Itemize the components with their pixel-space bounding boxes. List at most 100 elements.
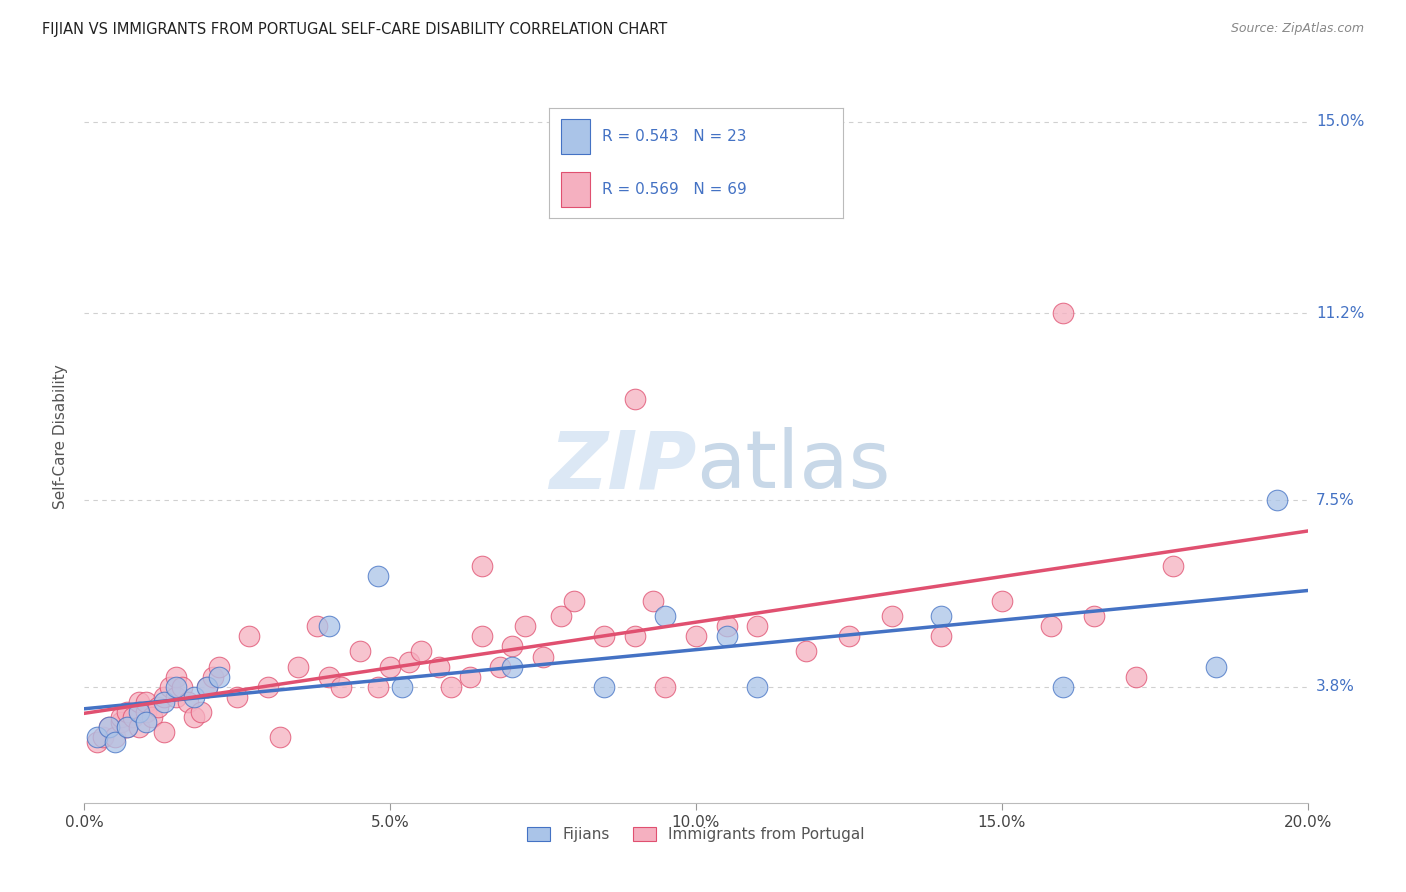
Point	[380, 659, 402, 673]
Point	[1161, 558, 1184, 573]
Point	[502, 640, 524, 654]
Point	[685, 629, 707, 643]
Point	[398, 655, 420, 669]
Point	[104, 735, 127, 749]
Point	[880, 609, 903, 624]
Legend: Fijians, Immigrants from Portugal: Fijians, Immigrants from Portugal	[520, 820, 872, 850]
Point	[165, 690, 187, 704]
Point	[654, 680, 676, 694]
Point	[226, 690, 249, 704]
Point	[330, 680, 353, 694]
Point	[1265, 493, 1288, 508]
Point	[471, 629, 494, 643]
Point	[159, 680, 181, 694]
Point	[747, 680, 769, 694]
Point	[135, 715, 157, 730]
Text: atlas: atlas	[696, 427, 890, 506]
Point	[177, 695, 200, 709]
Point	[716, 619, 738, 633]
Point	[794, 644, 817, 658]
Point	[110, 715, 132, 730]
Point	[1083, 609, 1105, 624]
Point	[165, 680, 187, 694]
Text: 7.5%: 7.5%	[1316, 492, 1354, 508]
Point	[86, 735, 108, 749]
Point	[115, 720, 138, 734]
Point	[153, 690, 176, 704]
Point	[153, 695, 176, 709]
Point	[122, 710, 145, 724]
Point	[97, 720, 120, 734]
Point	[238, 629, 260, 643]
Point	[367, 569, 389, 583]
Point	[305, 619, 328, 633]
Point	[195, 680, 218, 694]
Point	[929, 609, 952, 624]
Point	[183, 710, 205, 724]
Point	[165, 670, 187, 684]
Point	[643, 594, 665, 608]
Point	[128, 720, 150, 734]
Point	[153, 725, 176, 739]
Point	[349, 644, 371, 658]
Point	[115, 705, 138, 719]
Point	[91, 730, 114, 744]
Text: 11.2%: 11.2%	[1316, 306, 1364, 321]
Point	[104, 730, 127, 744]
Text: FIJIAN VS IMMIGRANTS FROM PORTUGAL SELF-CARE DISABILITY CORRELATION CHART: FIJIAN VS IMMIGRANTS FROM PORTUGAL SELF-…	[42, 22, 668, 37]
Point	[929, 629, 952, 643]
Y-axis label: Self-Care Disability: Self-Care Disability	[53, 365, 69, 509]
Point	[1125, 670, 1147, 684]
Point	[440, 680, 463, 694]
Point	[367, 680, 389, 694]
Point	[257, 680, 280, 694]
Point	[172, 680, 194, 694]
Point	[115, 720, 138, 734]
Point	[1205, 659, 1227, 673]
Point	[86, 730, 108, 744]
Point	[128, 695, 150, 709]
Point	[183, 690, 205, 704]
Point	[409, 644, 432, 658]
Point	[513, 619, 536, 633]
Point	[593, 629, 616, 643]
Point	[201, 670, 224, 684]
Point	[97, 720, 120, 734]
Point	[318, 670, 340, 684]
Point	[502, 659, 524, 673]
Point	[716, 629, 738, 643]
Point	[550, 609, 572, 624]
Point	[135, 705, 157, 719]
Point	[991, 594, 1014, 608]
Point	[146, 700, 169, 714]
Point	[195, 680, 218, 694]
Point	[624, 392, 647, 407]
Point	[135, 695, 157, 709]
Point	[208, 670, 231, 684]
Point	[838, 629, 860, 643]
Point	[593, 680, 616, 694]
Point	[747, 619, 769, 633]
Point	[269, 730, 291, 744]
Point	[1052, 680, 1074, 694]
Text: 3.8%: 3.8%	[1316, 680, 1355, 694]
Text: ZIP: ZIP	[548, 427, 696, 506]
Point	[471, 558, 494, 573]
Point	[427, 659, 450, 673]
Point	[287, 659, 309, 673]
Point	[318, 619, 340, 633]
Point	[489, 659, 512, 673]
Point	[391, 680, 413, 694]
Point	[624, 629, 647, 643]
Point	[128, 705, 150, 719]
Point	[110, 710, 132, 724]
Text: 15.0%: 15.0%	[1316, 114, 1364, 129]
Point	[458, 670, 481, 684]
Point	[531, 649, 554, 664]
Point	[141, 710, 163, 724]
Text: Source: ZipAtlas.com: Source: ZipAtlas.com	[1230, 22, 1364, 36]
Point	[654, 609, 676, 624]
Point	[208, 659, 231, 673]
Point	[1052, 306, 1074, 320]
Point	[1039, 619, 1062, 633]
